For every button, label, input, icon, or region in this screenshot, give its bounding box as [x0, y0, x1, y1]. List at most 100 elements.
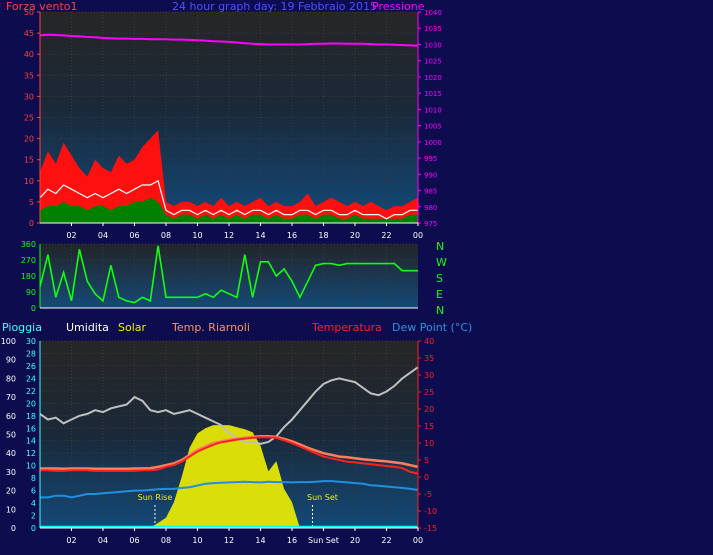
- rain-ytick-label-3: 6: [31, 487, 36, 496]
- temp-ytick-label-5: 10: [424, 439, 434, 448]
- wind-speed-line: [39, 179, 418, 220]
- pressure-ytick-label-3: 990: [424, 171, 437, 179]
- temp-ytick-label-1: -10: [424, 507, 437, 516]
- temp-ytick-label-0: -15: [424, 524, 437, 533]
- temp-ytick-label-9: 30: [424, 371, 434, 380]
- wind-xtick-label-2: 06: [129, 231, 139, 240]
- legend-temperatura: Temperatura: [311, 321, 382, 334]
- direction-ytick-label-0: 0: [31, 304, 36, 313]
- pressure-ytick-label-5: 1000: [424, 139, 442, 147]
- compass-w: W: [436, 256, 447, 269]
- wind-ytick-label-6: 30: [24, 92, 34, 101]
- pressure-ytick-label-9: 1020: [424, 74, 442, 82]
- direction-line: [39, 245, 418, 304]
- wind-xtick-label-8: 18: [318, 231, 328, 240]
- wind-xtick-label-5: 12: [224, 231, 234, 240]
- chart-marks: 0510152025303540455097598098599099510001…: [1, 8, 442, 545]
- sun-set-label: Sun Set: [307, 493, 338, 502]
- pressure-ytick-label-1: 980: [424, 204, 437, 212]
- rain-ytick-label-11: 22: [26, 387, 36, 396]
- temp-ytick-label-7: 20: [424, 405, 434, 414]
- humidity-ytick-label-10: 100: [1, 337, 16, 346]
- wind-ytick-label-10: 50: [24, 8, 34, 17]
- humidity-ytick-label-4: 40: [6, 449, 16, 458]
- temp-ytick-label-4: 5: [424, 456, 429, 465]
- wind-xtick-label-3: 08: [161, 231, 171, 240]
- sun-rise-label: Sun Rise: [138, 493, 173, 502]
- humidity-ytick-label-9: 90: [6, 356, 16, 365]
- rain-ytick-label-10: 20: [26, 399, 36, 408]
- temp-ytick-label-2: -5: [424, 490, 432, 499]
- legend-dew-point: Dew Point (°C): [392, 321, 472, 334]
- direction-ytick-label-3: 270: [21, 256, 36, 265]
- wind-ytick-label-0: 0: [29, 219, 34, 228]
- pressure-ytick-label-12: 1035: [424, 25, 442, 33]
- wind-axis-title: Forza vento1: [6, 0, 78, 13]
- wind-xtick-label-4: 10: [192, 231, 202, 240]
- humidity-ytick-label-6: 60: [6, 412, 16, 421]
- wind-ytick-label-2: 10: [24, 177, 34, 186]
- pressure-ytick-label-11: 1030: [424, 41, 442, 49]
- gust-area: [40, 130, 418, 223]
- temp-ytick-label-11: 40: [424, 337, 434, 346]
- pressure-ytick-label-4: 995: [424, 155, 437, 163]
- rain-ytick-label-2: 4: [31, 499, 36, 508]
- direction-ytick-label-4: 360: [21, 240, 36, 249]
- temp-ytick-label-8: 25: [424, 388, 434, 397]
- wind-xtick-label-1: 04: [98, 231, 108, 240]
- temp-xtick-label-2: 06: [129, 536, 139, 545]
- pressure-axis-title: Pressione: [372, 0, 425, 13]
- rain-ytick-label-15: 30: [26, 337, 36, 346]
- avg-wind-area: [40, 197, 418, 223]
- rain-ytick-label-0: 0: [31, 524, 36, 533]
- pressure-ytick-label-10: 1025: [424, 58, 442, 66]
- temp-xtick-label-8: Sun Set: [308, 536, 339, 545]
- rain-ytick-label-4: 8: [31, 474, 36, 483]
- rain-ytick-label-12: 24: [26, 374, 36, 383]
- wind-ytick-label-4: 20: [24, 135, 34, 144]
- pressure-ytick-label-0: 975: [424, 220, 437, 228]
- wind-xtick-label-0: 02: [66, 231, 76, 240]
- solar-area: [40, 425, 418, 528]
- temp-xtick-label-3: 08: [161, 536, 171, 545]
- legend-solar: Solar: [118, 321, 147, 334]
- temp-xtick-label-5: 12: [224, 536, 234, 545]
- wind-ytick-label-8: 40: [24, 50, 34, 59]
- wind-ytick-label-1: 5: [29, 198, 34, 207]
- wind-xtick-label-9: 20: [350, 231, 360, 240]
- temp-xtick-label-4: 10: [192, 536, 202, 545]
- temperature-line: [40, 436, 419, 475]
- wind-xtick-label-7: 16: [287, 231, 297, 240]
- rain-ytick-label-7: 14: [26, 437, 36, 446]
- rain-ytick-label-6: 12: [26, 449, 36, 458]
- temp-xtick-label-11: 00: [413, 536, 423, 545]
- legend-temp-riarnoli: Temp. Riarnoli: [171, 321, 250, 334]
- direction-ytick-label-1: 90: [26, 288, 36, 297]
- legend-pioggia: Pioggia: [2, 321, 42, 334]
- temp-xtick-label-1: 04: [98, 536, 108, 545]
- pressure-ytick-label-7: 1010: [424, 106, 442, 114]
- wind-ytick-label-7: 35: [24, 71, 34, 80]
- wind-ytick-label-3: 15: [24, 156, 34, 165]
- temp-xtick-label-9: 20: [350, 536, 360, 545]
- rain-ytick-label-13: 26: [26, 362, 36, 371]
- humidity-ytick-label-0: 0: [11, 524, 16, 533]
- rain-ytick-label-8: 16: [26, 424, 36, 433]
- wind-ytick-label-5: 25: [24, 114, 34, 123]
- pressure-ytick-label-8: 1015: [424, 90, 442, 98]
- direction-ytick-label-2: 180: [21, 272, 36, 281]
- compass-n-bottom: N: [436, 304, 444, 317]
- humidity-line: [39, 366, 419, 445]
- compass-n-top: N: [436, 240, 444, 253]
- humidity-ytick-label-3: 30: [6, 468, 16, 477]
- dew-point-line: [40, 480, 419, 499]
- pressure-line: [39, 33, 419, 47]
- humidity-ytick-label-8: 80: [6, 374, 16, 383]
- compass-s: S: [436, 272, 443, 285]
- chart-title: 24 hour graph day: 19 Febbraio 2015: [172, 0, 377, 13]
- temp-xtick-label-10: 22: [381, 536, 391, 545]
- wind-xtick-label-10: 22: [381, 231, 391, 240]
- wind-ytick-label-9: 45: [24, 29, 34, 38]
